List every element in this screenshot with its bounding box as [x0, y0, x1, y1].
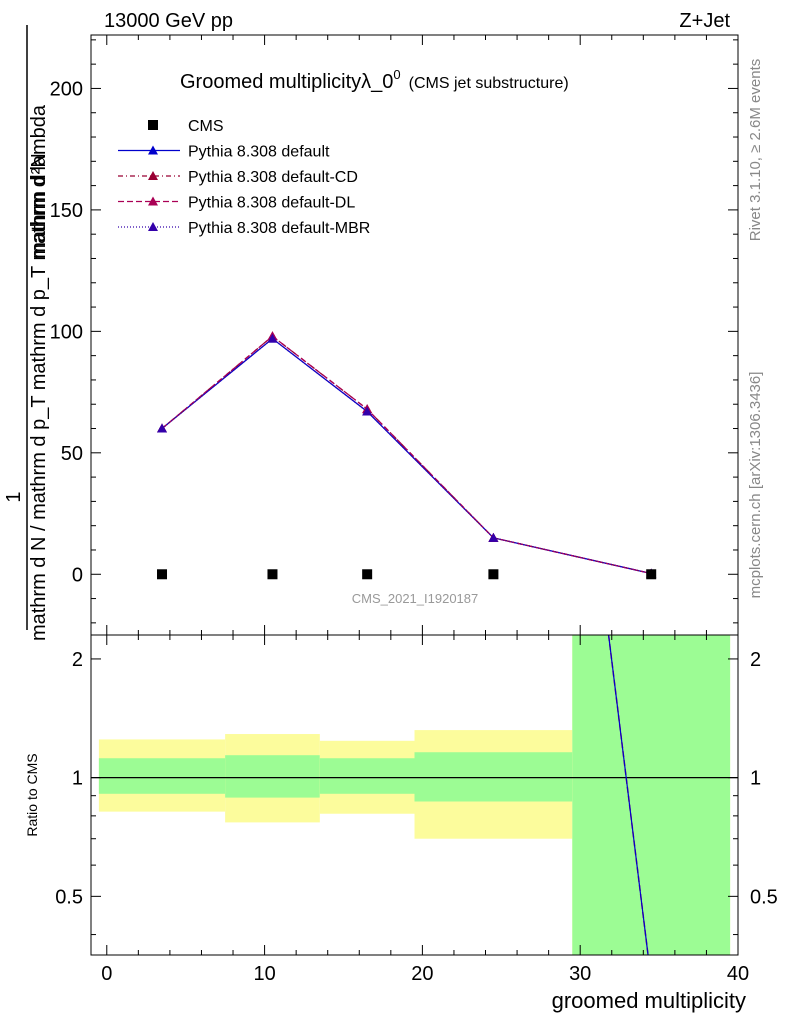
main-axis-ticks: 0 50 100 150 200 [50, 35, 739, 635]
rivet-label: Rivet 3.1.10, ≥ 2.6M events [747, 59, 764, 242]
legend-label-cms: CMS [188, 118, 224, 135]
ratio-tick-label: 1 [72, 768, 83, 790]
legend-marker [148, 222, 158, 231]
cms-data-point [646, 569, 657, 580]
series-point [157, 423, 168, 433]
ratio-tick-label-right: 2 [750, 649, 761, 671]
y-tick-label: 150 [50, 200, 83, 222]
series-point [362, 406, 373, 416]
series-point [267, 333, 278, 343]
main-series [157, 331, 657, 580]
series-line [161, 337, 652, 575]
cms-data-point [267, 569, 278, 580]
x-tick-label: 40 [727, 963, 749, 985]
cms-data-point [488, 569, 499, 580]
ratio-line-default [608, 634, 649, 956]
y-tick-label: 100 [50, 321, 83, 343]
ratio-band-inner [98, 758, 226, 794]
legend-label: Pythia 8.308 default-MBR [188, 220, 370, 237]
x-tick-label: 30 [569, 963, 591, 985]
ratio-tick-label: 0.5 [55, 886, 83, 908]
x-axis-label: groomed multiplicity [552, 988, 746, 1013]
process-label: Z+Jet [679, 10, 730, 32]
main-panel: 0 50 100 150 200 Groomed multiplicityλ_00(CM… [50, 34, 739, 636]
main-title: Groomed multiplicityλ_00(CMS jet substru… [180, 67, 569, 93]
legend-label: Pythia 8.308 default [188, 144, 330, 161]
watermark: CMS_2021_I1920187 [352, 591, 479, 606]
y-tick-label: 0 [72, 564, 83, 586]
x-tick-label: 10 [253, 963, 275, 985]
legend-marker [148, 196, 158, 206]
series-line [161, 335, 652, 575]
energy-label: 13000 GeV pp [104, 10, 233, 32]
ratio-panel: 0 10 20 30 40 0.5 0.5 1 1 2 2 Ratio to CMS [24, 634, 778, 985]
cms-data-point [362, 569, 373, 580]
ratio-axis-ticks: 0 10 20 30 40 0.5 0.5 1 1 2 2 [55, 635, 778, 985]
legend-cms-marker [148, 120, 158, 130]
legend: CMS Pythia 8.308 default Pythia 8.308 defa… [118, 118, 370, 237]
ratio-band-inner [414, 752, 573, 802]
ratio-tick-label-right: 0.5 [750, 886, 778, 908]
series-line [161, 337, 652, 575]
y-axis-label: 1 mathrm d²N mathrm d N / mathrm d p_T m… [3, 25, 50, 641]
y-label-num: mathrm d²N [28, 153, 50, 259]
y-label-den: mathrm d N / mathrm d p_T mathrm d p_T m… [28, 104, 50, 641]
y-tick-label: 50 [61, 443, 83, 465]
ratio-bands [98, 635, 731, 955]
ratio-band-inner [319, 758, 415, 794]
y-label-top: 1 [3, 491, 25, 502]
cms-data-point [157, 569, 168, 580]
x-tick-label: 20 [411, 963, 433, 985]
ratio-tick-label-right: 1 [750, 768, 761, 790]
mcplots-label: mcplots.cern.ch [arXiv:1306.3436] [747, 372, 764, 599]
ratio-lines [91, 634, 738, 956]
legend-marker [148, 171, 158, 180]
ratio-band-inner [225, 755, 320, 798]
y-tick-label: 200 [50, 78, 83, 100]
x-tick-label: 0 [101, 963, 112, 985]
ratio-frame [90, 634, 739, 956]
ratio-band-inner [572, 635, 731, 955]
legend-label: Pythia 8.308 default-CD [188, 169, 358, 186]
legend-label: Pythia 8.308 default-DL [188, 195, 355, 212]
ratio-ylabel: Ratio to CMS [24, 753, 40, 836]
series-line [161, 335, 652, 575]
legend-marker [148, 145, 158, 155]
series-point [488, 532, 499, 542]
ratio-tick-label: 2 [72, 649, 83, 671]
